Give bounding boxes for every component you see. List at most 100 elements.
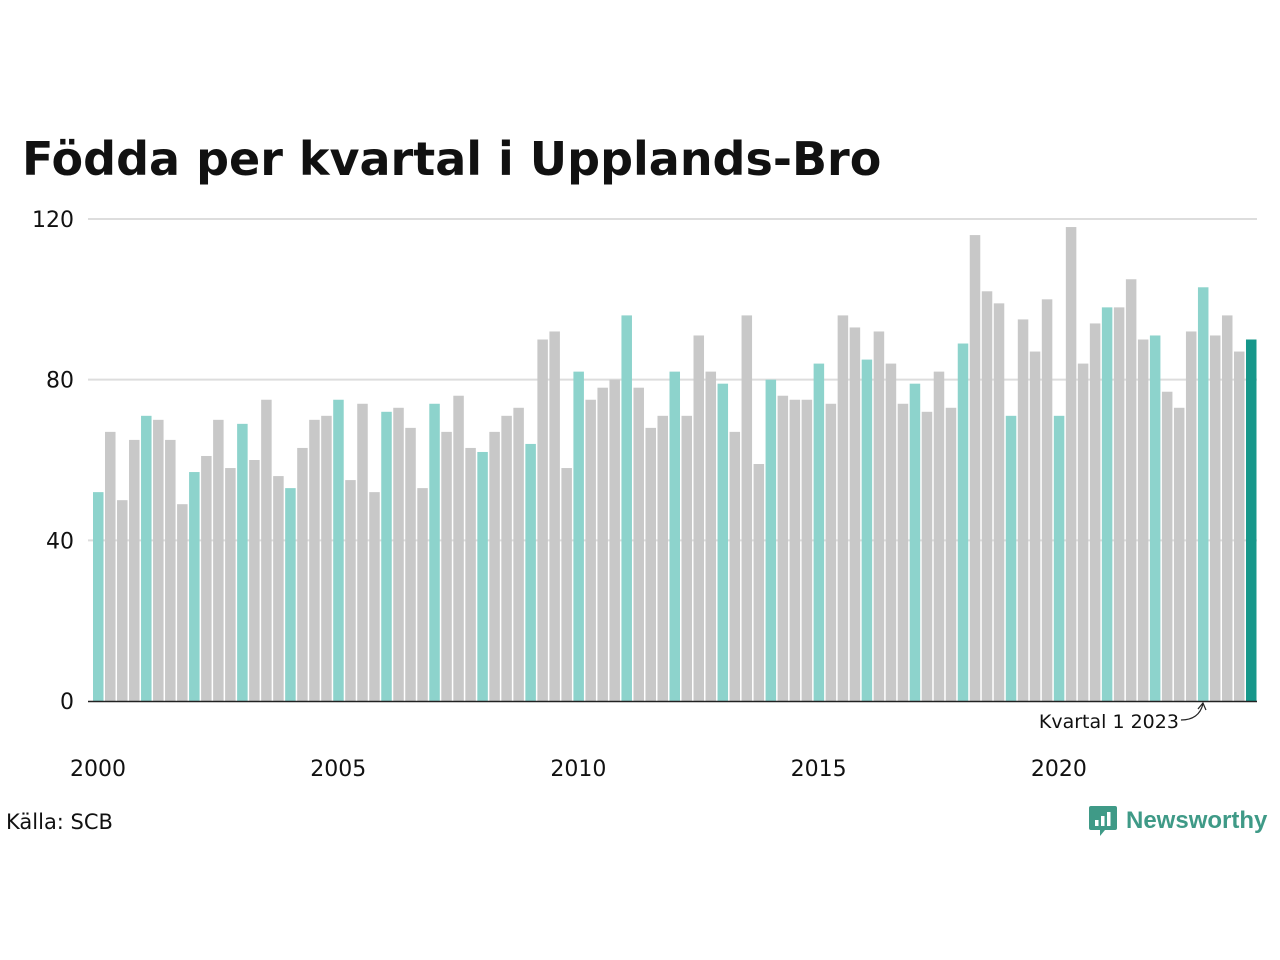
bar: [813, 363, 825, 701]
bar: [1053, 415, 1065, 701]
bar: [453, 395, 464, 701]
x-tick-label: 2000: [70, 757, 126, 782]
bar: [933, 371, 945, 701]
bar: [849, 327, 861, 701]
bar: [549, 331, 560, 701]
bar: [861, 359, 873, 701]
bar: [1221, 315, 1233, 701]
bar: [213, 419, 224, 701]
bar: [429, 403, 440, 701]
bar: [1233, 351, 1245, 701]
bar: [357, 403, 368, 701]
bar: [177, 504, 188, 701]
bar: [273, 476, 284, 701]
x-tick-label: 2015: [791, 757, 847, 782]
bar: [693, 335, 705, 701]
bar: [465, 447, 476, 701]
bar: [765, 379, 777, 701]
bar: [345, 480, 356, 701]
bar: [441, 431, 452, 701]
bar: [1245, 339, 1257, 701]
bar: [717, 383, 729, 701]
bar: [141, 415, 152, 701]
annotation-label: Kvartal 1 2023: [1039, 711, 1179, 733]
bar: [1125, 279, 1137, 701]
bar: [105, 431, 116, 701]
bar: [1101, 307, 1113, 701]
bar: [1065, 227, 1077, 702]
y-tick-label: 80: [46, 369, 74, 394]
newsworthy-logo: Newsworthy: [1088, 804, 1267, 838]
bar: [1041, 299, 1053, 701]
bar: [753, 464, 765, 701]
bar: [525, 443, 536, 701]
bar: [321, 415, 332, 701]
bar: [669, 371, 681, 701]
x-tick-label: 2005: [310, 757, 366, 782]
bar: [1089, 323, 1101, 701]
y-tick-label: 40: [46, 529, 74, 554]
bar: [981, 291, 993, 701]
bar: [921, 411, 933, 701]
annotation-arrowhead: [1197, 701, 1207, 711]
bar: [189, 472, 200, 701]
bar: [1005, 415, 1017, 701]
source-note: Källa: SCB: [6, 810, 113, 834]
bar: [537, 339, 548, 701]
bar: [609, 379, 620, 701]
bar: [777, 395, 789, 701]
bar: [309, 419, 320, 701]
bars: [93, 227, 1257, 702]
bar: [801, 399, 813, 701]
y-tick-labels: 0 40 80 120: [32, 208, 74, 715]
x-tick-label: 2010: [550, 757, 606, 782]
bar: [909, 383, 921, 701]
bar: [393, 407, 404, 701]
bar: [873, 331, 885, 701]
bar: [657, 415, 668, 701]
bar: [417, 488, 428, 701]
bar: [621, 315, 632, 701]
bar: [825, 403, 837, 701]
bar: [1185, 331, 1197, 701]
bar: [789, 399, 801, 701]
bar: [249, 460, 260, 701]
bar: [117, 500, 128, 701]
bar: [1197, 287, 1209, 701]
bar: [297, 447, 308, 701]
bar: [477, 451, 488, 701]
bar: [945, 407, 957, 701]
y-tick-label: 120: [32, 208, 74, 233]
bar: [1209, 335, 1221, 701]
bar: [633, 387, 644, 701]
bar: [93, 492, 104, 701]
bar: [405, 427, 416, 701]
bar: [561, 468, 572, 701]
x-tick-label: 2020: [1031, 757, 1087, 782]
bar: [837, 315, 849, 701]
bar: [261, 399, 272, 701]
annotation: Kvartal 1 2023: [1039, 701, 1207, 733]
bar: [369, 492, 380, 701]
bar: [1173, 407, 1185, 701]
bar: [1029, 351, 1041, 701]
bar: [1017, 319, 1029, 701]
chart-title: Födda per kvartal i Upplands-Bro: [22, 132, 882, 186]
bar: [237, 423, 248, 701]
bar: [333, 399, 344, 701]
bar: [381, 411, 392, 701]
bar: [957, 343, 969, 701]
bar: [201, 455, 212, 701]
bar: [597, 387, 608, 701]
y-tick-label: 0: [60, 690, 74, 715]
bar: [681, 415, 693, 701]
bar: [741, 315, 753, 701]
bar: [897, 403, 909, 701]
bar: [573, 371, 584, 701]
bar: [225, 468, 236, 701]
bar: [489, 431, 500, 701]
logo-text: Newsworthy: [1126, 807, 1268, 834]
newsworthy-chat-chart-icon: [1089, 806, 1117, 836]
bar: [645, 427, 656, 701]
bar: [969, 235, 981, 702]
